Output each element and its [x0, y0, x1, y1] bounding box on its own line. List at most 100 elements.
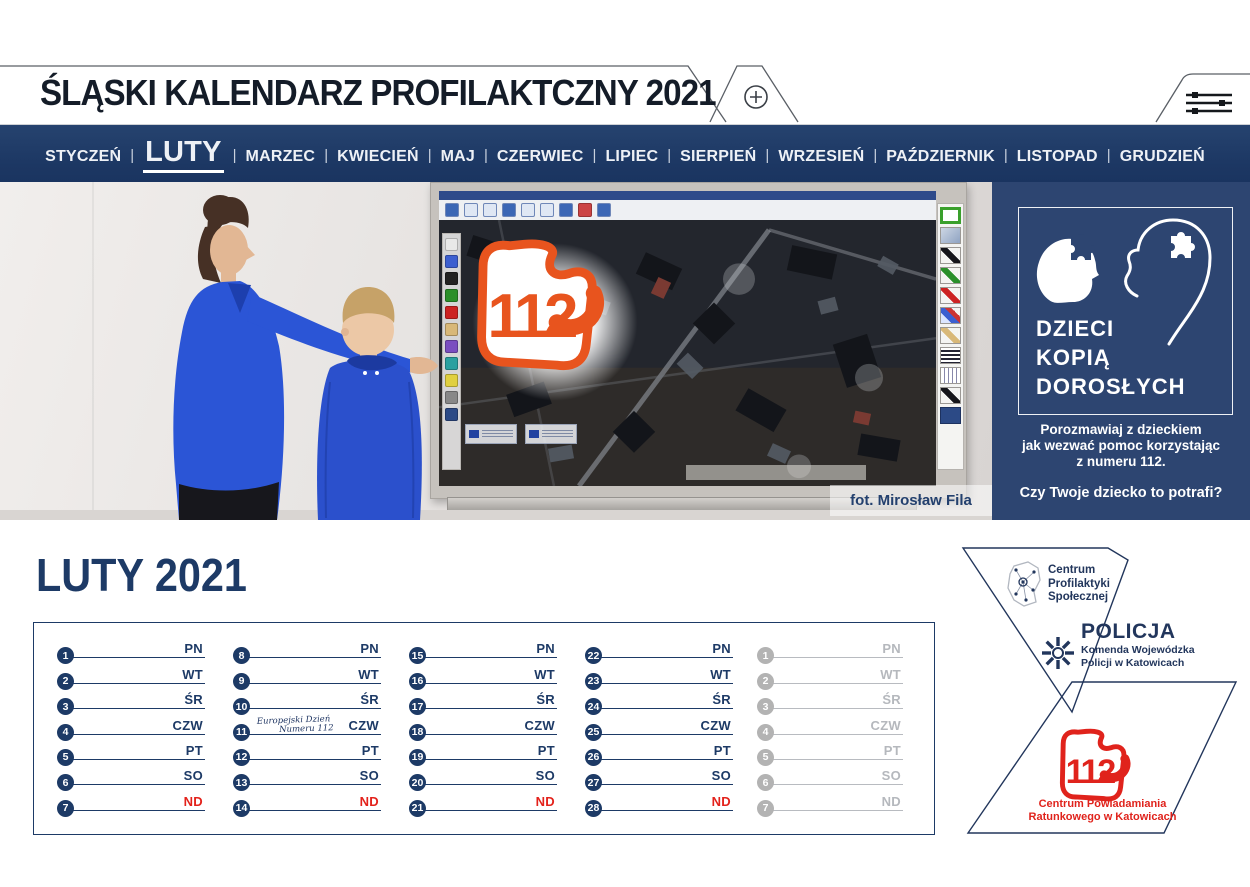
shape-tool-icon[interactable]: [940, 207, 961, 224]
highlighter-icon[interactable]: [940, 327, 961, 344]
day-underline: [765, 708, 903, 710]
map-app-titlebar: [439, 191, 936, 200]
month-nav-9[interactable]: WRZESIEŃ: [778, 147, 865, 165]
map-tool-icon[interactable]: [540, 203, 554, 217]
green-pen-icon[interactable]: [940, 267, 961, 284]
lines-tool-icon[interactable]: [940, 347, 961, 364]
month-separator: |: [232, 146, 237, 164]
day-of-week-label: CZW: [172, 717, 203, 733]
map-tool-icon[interactable]: [559, 203, 573, 217]
day-of-week-label: PT: [713, 742, 731, 758]
calendar-column-5: 1 PN 2 WT 3 ŚR 4 CZW 5 PT 6 SO 7 ND: [757, 637, 903, 817]
day-number-badge: 1: [57, 647, 74, 665]
day-of-week-label: ŚR: [536, 692, 555, 708]
month-nav-3[interactable]: MARZEC: [245, 147, 316, 165]
eu-logo: [525, 424, 577, 444]
calendar-day-row-13: 13 SO: [233, 764, 381, 792]
map-street-label-band: [686, 465, 866, 480]
eraser-tool-icon[interactable]: [940, 387, 961, 404]
day-of-week-label: CZW: [700, 717, 731, 733]
map-tool-icon[interactable]: [464, 203, 478, 217]
save-tool-icon[interactable]: [940, 407, 961, 424]
cursor-tool-icon[interactable]: [940, 227, 961, 244]
day-underline: [241, 809, 381, 811]
sliders-icon[interactable]: [1186, 92, 1232, 114]
promo-title: DZIECI KOPIĄ DOROSŁYCH: [1036, 316, 1186, 399]
day-underline: [65, 784, 205, 786]
day-of-week-label: ND: [881, 793, 901, 809]
month-nav-5[interactable]: MAJ: [440, 147, 475, 165]
day-number-badge: 7: [757, 799, 774, 817]
month-separator: |: [484, 146, 488, 164]
day-number-badge: 3: [757, 698, 774, 716]
month-nav-12[interactable]: GRUDZIEŃ: [1119, 147, 1205, 165]
grid-tool-icon[interactable]: [940, 367, 961, 384]
day-underline: [765, 657, 903, 659]
day-of-week-label: PT: [185, 742, 203, 758]
day-number-badge: 7: [57, 799, 74, 817]
month-separator: |: [324, 146, 329, 164]
page-title: ŚLĄSKI KALENDARZ PROFILAKTCZNY 2021: [40, 72, 717, 113]
people: [173, 195, 438, 520]
map-tool-icon[interactable]: [521, 203, 535, 217]
day-underline: [65, 657, 205, 659]
day-underline: [765, 758, 903, 760]
map-tool-icon[interactable]: [578, 203, 592, 217]
calendar-day-row-8: 8 PN: [233, 637, 381, 665]
112-logo-board: 112: [477, 239, 604, 371]
day-number-badge: 11: [233, 723, 250, 741]
month-nav-10[interactable]: PAŹDZIERNIK: [886, 147, 995, 165]
day-number-badge: 15: [409, 647, 426, 665]
day-number-badge: 23: [585, 672, 602, 690]
month-nav-7[interactable]: LIPIEC: [605, 147, 659, 165]
day-of-week-label: ND: [183, 793, 203, 809]
calendar-day-row-24: 24 ŚR: [585, 688, 733, 716]
promo-message: Porozmawiaj z dzieckiem jak wezwać pomoc…: [1021, 422, 1221, 469]
day-of-week-label: PN: [882, 641, 901, 657]
day-underline: [65, 809, 205, 811]
day-of-week-label: PN: [712, 641, 731, 657]
day-of-week-label: WT: [710, 666, 731, 682]
month-nav-11[interactable]: LISTOPAD: [1016, 147, 1098, 165]
month-separator: |: [592, 146, 597, 164]
map-tool-icon[interactable]: [502, 203, 516, 217]
policja-logo-subtitle: Komenda Wojewódzka Policji w Katowicach: [1081, 644, 1195, 669]
promo-question: Czy Twoje dziecko to potrafi?: [1019, 485, 1223, 501]
day-underline: [241, 657, 381, 659]
day-of-week-label: ŚR: [360, 692, 379, 708]
calendar-day-row-26: 26 PT: [585, 739, 733, 766]
day-of-week-label: PT: [537, 742, 555, 758]
map-tool-icon[interactable]: [597, 203, 611, 217]
day-number-badge: 2: [57, 672, 74, 690]
day-underline: [765, 733, 903, 735]
marker-tool-icon[interactable]: [940, 307, 961, 324]
day-underline: [241, 733, 381, 735]
month-separator: |: [427, 146, 432, 164]
calendar-column-4: 22 PN 23 WT 24 ŚR 25 CZW 26 PT 27 SO 28 ND: [585, 637, 733, 817]
month-nav-2[interactable]: LUTY: [143, 136, 224, 173]
month-nav-6[interactable]: CZERWIEC: [496, 147, 584, 165]
day-number-badge: 6: [57, 774, 74, 792]
day-underline: [593, 657, 733, 659]
day-of-week-label: CZW: [524, 717, 555, 733]
calendar-day-row-4-next: 4 CZW: [757, 713, 903, 741]
calendar-title: LUTY 2021: [36, 549, 247, 601]
red-pen-icon[interactable]: [940, 287, 961, 304]
day-of-week-label: SO: [183, 768, 203, 784]
month-nav-8[interactable]: SIERPIEŃ: [680, 147, 757, 165]
map-tool-icon[interactable]: [483, 203, 497, 217]
day-number-badge: 17: [409, 698, 426, 716]
day-underline: [593, 784, 733, 786]
day-number-badge: 9: [233, 672, 250, 690]
calendar-day-row-14: 14 ND: [233, 789, 381, 817]
calendar-day-row-1: 1 PN: [57, 637, 205, 665]
day-number-badge: 27: [585, 774, 602, 792]
month-nav-4[interactable]: KWIECIEŃ: [337, 147, 419, 165]
day-of-week-label: PT: [361, 742, 379, 758]
map-tool-icon[interactable]: [445, 203, 459, 217]
month-nav-1[interactable]: STYCZEŃ: [45, 147, 122, 165]
calendar-day-row-23: 23 WT: [585, 662, 733, 690]
day-number-badge: 5: [757, 748, 774, 766]
plus-icon[interactable]: [744, 85, 768, 109]
black-pen-icon[interactable]: [940, 247, 961, 264]
